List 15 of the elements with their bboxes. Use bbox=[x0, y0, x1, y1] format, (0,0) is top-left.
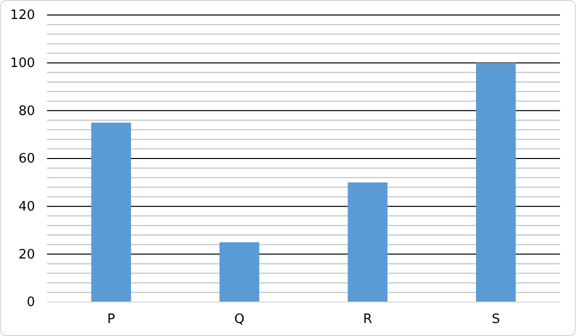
y-tick-label: 20 bbox=[18, 247, 35, 262]
bar bbox=[91, 122, 132, 302]
y-tick-label: 120 bbox=[10, 8, 35, 24]
y-tick-label: 0 bbox=[26, 295, 35, 310]
y-tick-label: 60 bbox=[18, 152, 35, 167]
x-tick-label: P bbox=[107, 312, 116, 328]
bar bbox=[348, 182, 388, 302]
y-tick-label: 80 bbox=[18, 104, 35, 119]
y-tick-label: 100 bbox=[10, 56, 35, 71]
x-tick-label: S bbox=[492, 312, 500, 328]
y-tick-label: 40 bbox=[18, 199, 35, 214]
x-tick-label: R bbox=[363, 312, 372, 328]
bar bbox=[219, 242, 260, 302]
bar bbox=[476, 62, 516, 302]
x-tick-label: Q bbox=[234, 312, 244, 328]
